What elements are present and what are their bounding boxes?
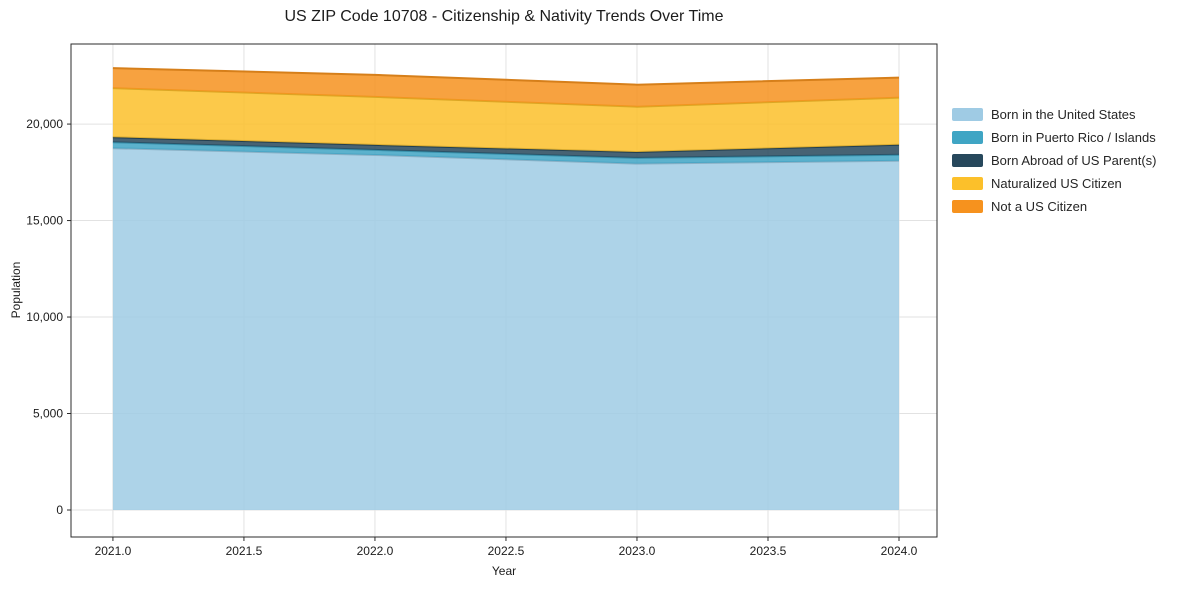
y-tick-label: 15,000 <box>26 214 63 228</box>
legend-swatch <box>952 154 983 167</box>
legend-label: Born in the United States <box>991 107 1136 122</box>
legend-swatch <box>952 177 983 190</box>
legend-label: Born in Puerto Rico / Islands <box>991 130 1156 145</box>
x-tick-label: 2022.0 <box>357 544 394 558</box>
x-tick-label: 2022.5 <box>488 544 525 558</box>
legend-item: Born Abroad of US Parent(s) <box>952 149 1156 172</box>
y-tick-label: 20,000 <box>26 117 63 131</box>
x-axis-label: Year <box>491 564 517 578</box>
chart-title: US ZIP Code 10708 - Citizenship & Nativi… <box>284 8 724 25</box>
legend-item: Born in Puerto Rico / Islands <box>952 126 1156 149</box>
area-band-edge <box>112 67 900 86</box>
legend-swatch <box>952 108 983 121</box>
x-tick-label: 2024.0 <box>881 544 918 558</box>
area-band <box>112 88 900 153</box>
x-tick-label: 2021.5 <box>226 544 263 558</box>
x-tick-label: 2021.0 <box>95 544 132 558</box>
legend-label: Naturalized US Citizen <box>991 176 1122 191</box>
legend-item: Not a US Citizen <box>952 195 1156 218</box>
legend-swatch <box>952 131 983 144</box>
area-band <box>112 68 900 107</box>
y-tick-label: 10,000 <box>26 310 63 324</box>
y-tick-label: 0 <box>56 503 63 517</box>
legend: Born in the United States Born in Puerto… <box>952 103 1156 218</box>
y-tick-label: 5,000 <box>33 407 63 421</box>
x-tick-label: 2023.5 <box>750 544 787 558</box>
legend-swatch <box>952 200 983 213</box>
x-tick-label: 2023.0 <box>619 544 656 558</box>
area-band <box>112 137 900 158</box>
legend-label: Not a US Citizen <box>991 199 1088 214</box>
area-band <box>112 142 900 164</box>
legend-label: Born Abroad of US Parent(s) <box>991 153 1157 168</box>
legend-item: Born in the United States <box>952 103 1156 126</box>
area-band <box>112 148 900 510</box>
legend-item: Naturalized US Citizen <box>952 172 1156 195</box>
y-axis-label: Population <box>9 261 23 319</box>
axes-border <box>70 43 938 538</box>
